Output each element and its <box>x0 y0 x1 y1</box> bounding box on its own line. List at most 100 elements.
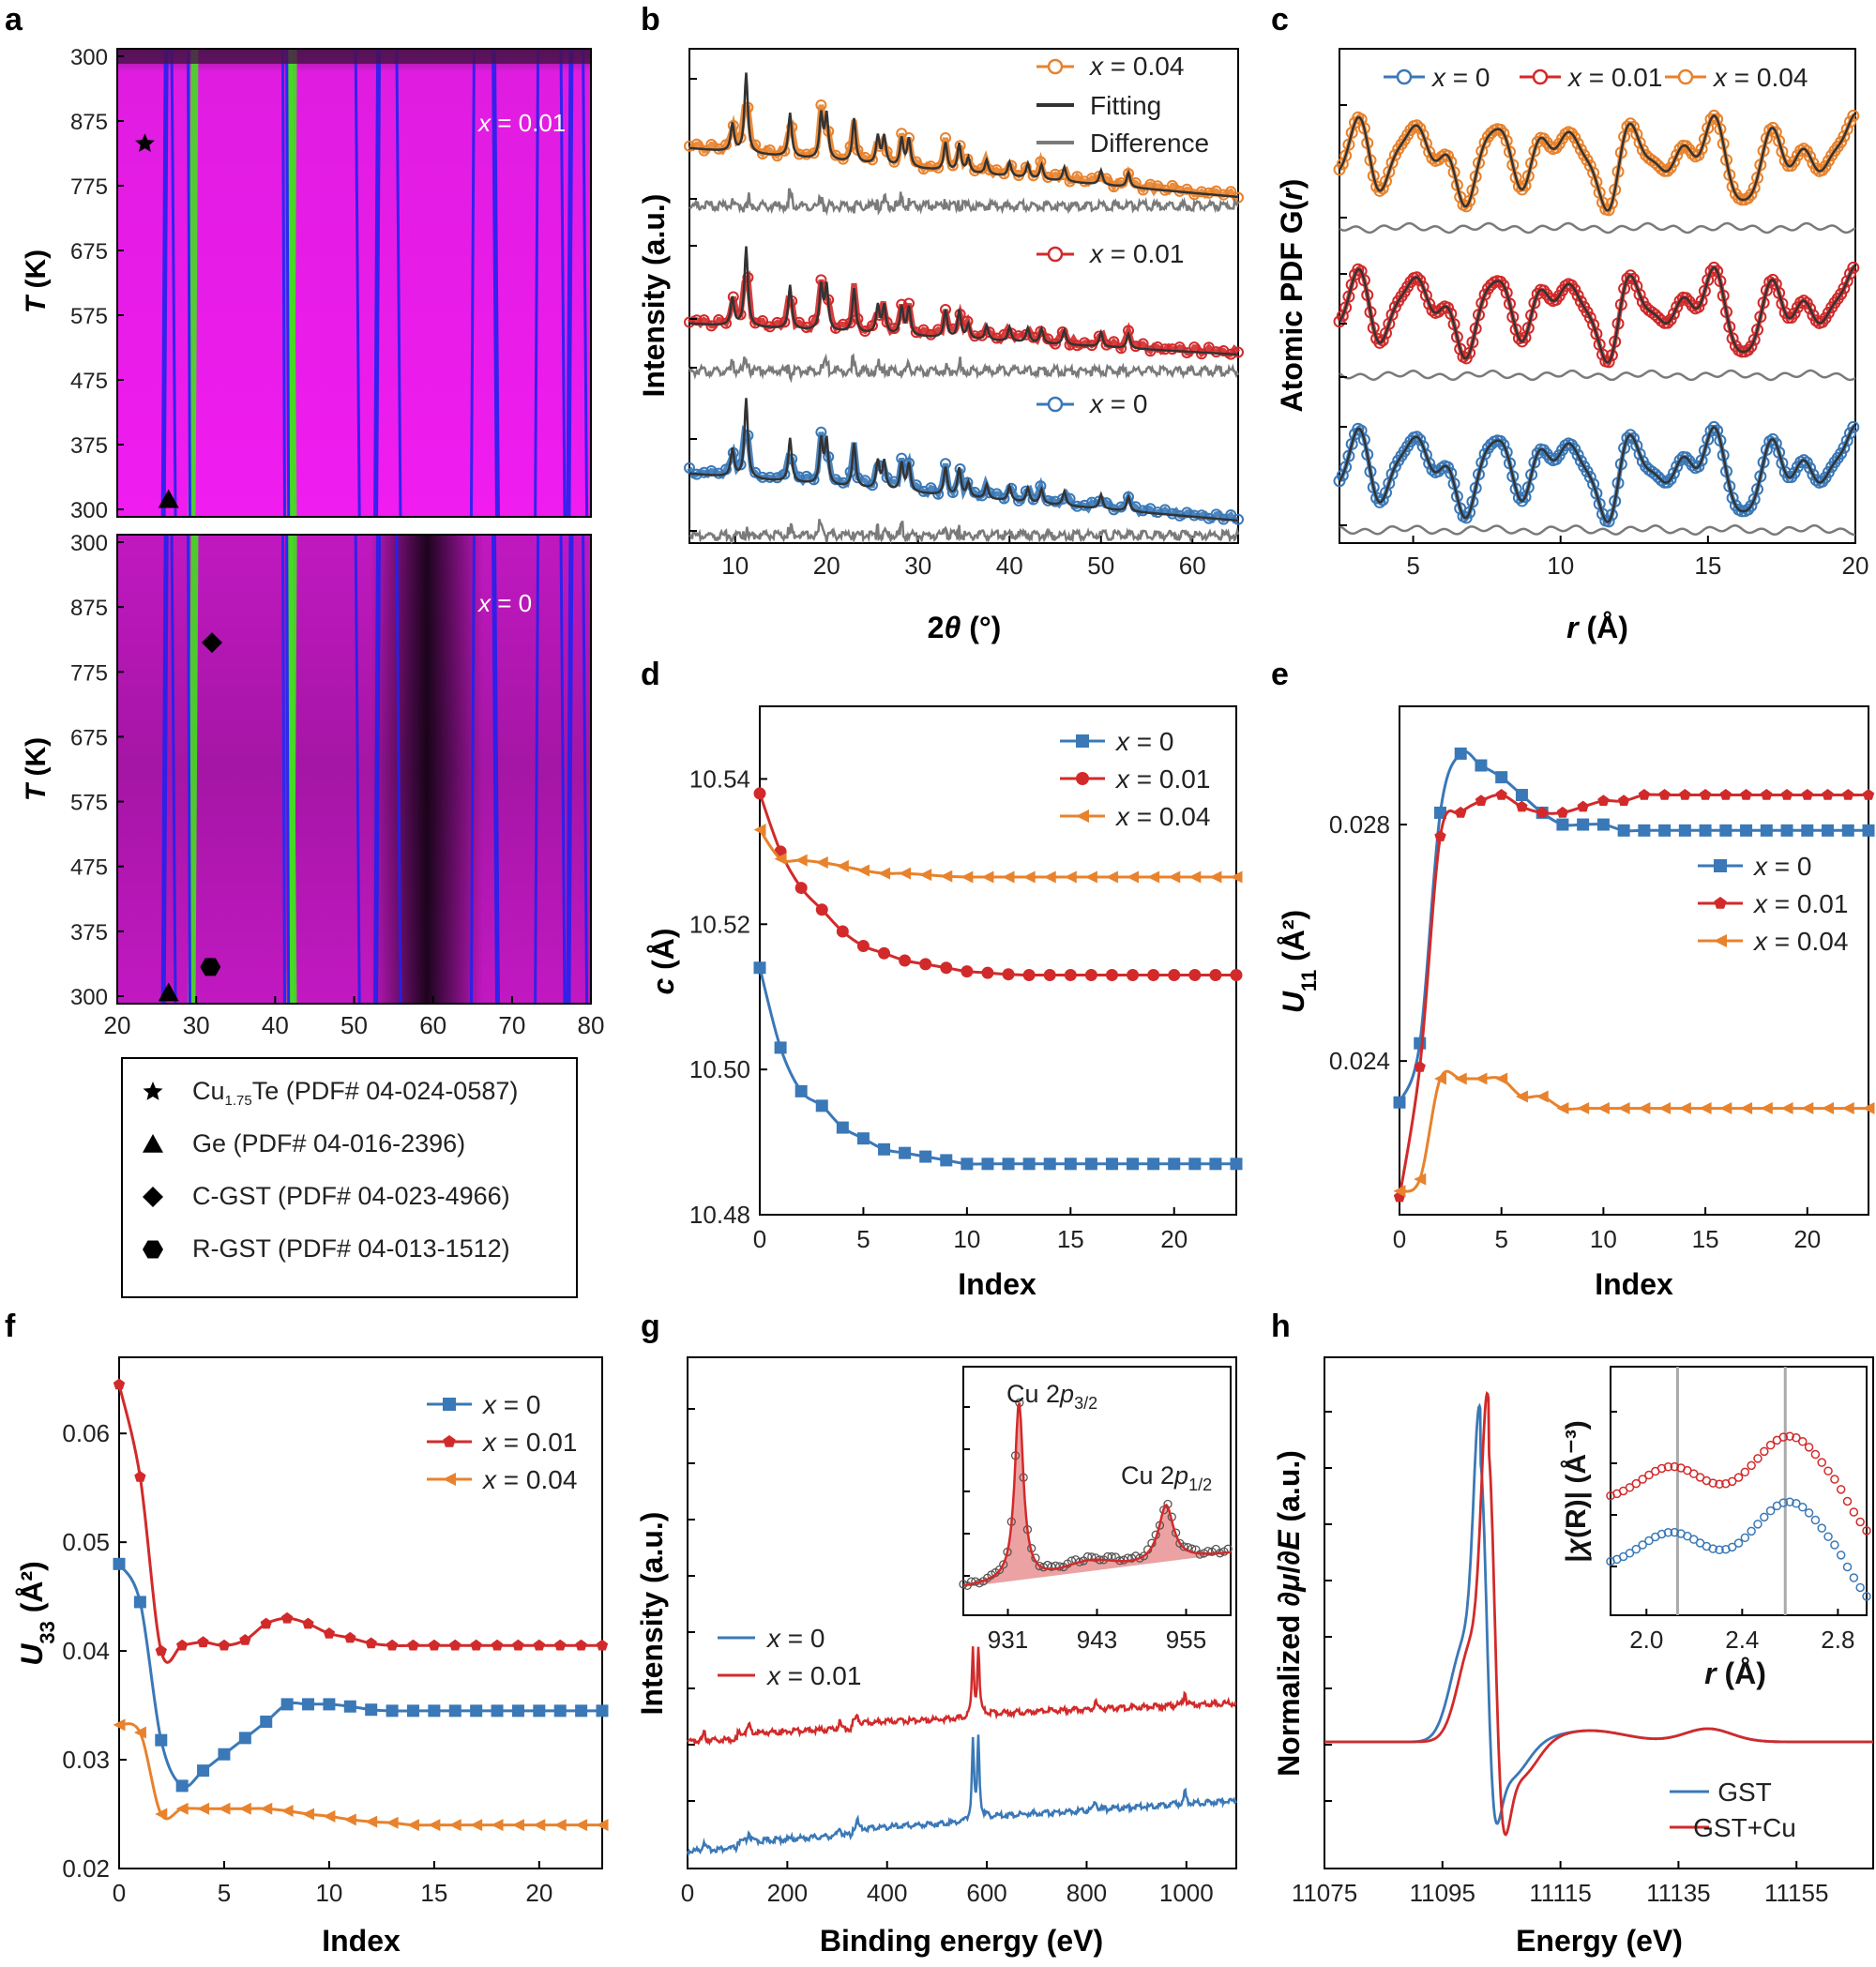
inset-observed-point <box>1091 1553 1100 1563</box>
inset-data-point <box>1778 1432 1789 1442</box>
data-point <box>133 1596 146 1609</box>
data-point <box>491 1704 504 1717</box>
inset-data-point <box>1830 1475 1839 1484</box>
y-tick-label: 10.52 <box>689 910 750 938</box>
x-tick-label: 10 <box>721 552 749 580</box>
legend-marker <box>1396 68 1413 85</box>
heatmap-bottom-lines <box>160 535 589 1004</box>
data-point <box>238 1732 251 1745</box>
legend-label-main: Cu <box>192 1077 225 1105</box>
legend-label: x = 0.01 <box>481 1428 577 1457</box>
data-point <box>961 1158 974 1171</box>
data-point <box>1617 824 1630 837</box>
panel-letter-b: b <box>641 2 660 38</box>
legend-label: R-GST (PDF# 04-013-1512) <box>192 1234 510 1263</box>
legend-value: = 0.01 <box>1767 889 1848 918</box>
inset-data-point <box>1798 1503 1808 1512</box>
data-point <box>575 1704 588 1717</box>
inset-data-point <box>1778 1498 1789 1507</box>
legend-var: x <box>1430 63 1446 92</box>
data-point <box>323 1698 336 1711</box>
data-point <box>1147 968 1160 981</box>
data-point <box>940 961 953 975</box>
series-line <box>117 1384 602 1664</box>
heatmap-top-label: x = 0.01 <box>477 109 566 137</box>
data-point <box>878 946 891 960</box>
fit-line <box>1338 265 1856 364</box>
x-tick-label: 0 <box>113 1879 126 1907</box>
inset-xlabel-unit: (Å) <box>1717 1657 1766 1690</box>
legend-label-sub: 1.75 <box>225 1093 252 1109</box>
x-tick-label: 30 <box>183 1011 210 1039</box>
y-tick-label: 300 <box>70 498 108 523</box>
y-tick-label: 300 <box>70 45 108 70</box>
observed-point <box>1664 473 1677 486</box>
data-point <box>218 1748 231 1761</box>
inset-data-point <box>1638 1540 1647 1550</box>
data-point <box>1495 1072 1508 1085</box>
observed-point <box>1649 308 1662 321</box>
panel-c-frame <box>1339 48 1856 544</box>
legend-label-main: C-GST (PDF# 04-023-4966) <box>192 1182 510 1210</box>
diffraction-line <box>559 535 567 1004</box>
data-point <box>1740 1102 1753 1115</box>
data-point <box>1556 806 1569 818</box>
inset-data-point <box>1792 1433 1801 1443</box>
data-point <box>1719 789 1732 800</box>
data-point <box>1761 789 1773 800</box>
inset-data-point <box>1715 1479 1724 1490</box>
y-tick-label: 675 <box>70 725 108 750</box>
x-tick-label: 11075 <box>1292 1879 1357 1907</box>
data-point <box>961 870 974 884</box>
x-tick-label: 10 <box>953 1225 980 1253</box>
inset-data-point <box>1670 1461 1679 1472</box>
data-point <box>386 1639 399 1651</box>
panel-f-ylabel: U33 (Å²) <box>15 1561 59 1666</box>
series-line <box>117 1563 602 1789</box>
panel-d-frame <box>759 705 1237 1216</box>
data-point <box>1780 1102 1793 1115</box>
panel-letter-f: f <box>5 1309 16 1344</box>
data-point <box>1084 1158 1097 1171</box>
data-point <box>919 869 932 882</box>
diffraction-line <box>170 49 177 517</box>
data-point <box>1064 968 1077 981</box>
diffraction-line-edge <box>186 535 191 1004</box>
peak-label-orbital: p <box>1173 1461 1188 1490</box>
legend-marker <box>1714 934 1727 947</box>
legend-value: = 0.01 <box>1581 63 1662 92</box>
data-point <box>1740 789 1752 800</box>
data-point <box>386 1816 399 1829</box>
inset-data-point <box>1855 1582 1865 1593</box>
data-point <box>428 1639 441 1651</box>
diffraction-line <box>395 49 402 517</box>
inset-data-point <box>1753 1454 1763 1463</box>
legend-var: x <box>1752 889 1768 918</box>
data-point <box>113 1378 126 1390</box>
diffraction-line <box>286 535 297 1004</box>
x-tick-label: 15 <box>420 1879 447 1907</box>
legend-value: = 0.04 <box>496 1465 577 1494</box>
heatmap-bottom-label: x = 0 <box>477 589 532 617</box>
data-point <box>1638 824 1651 837</box>
series-line <box>1399 1069 1868 1193</box>
data-point <box>596 1639 609 1651</box>
diffraction-line-edge <box>280 535 286 1004</box>
peak-label-subscript: 1/2 <box>1188 1475 1212 1494</box>
data-point <box>134 1471 146 1482</box>
data-point <box>302 1808 315 1821</box>
observed-point <box>1788 155 1801 168</box>
inset-data-point <box>1792 1499 1801 1508</box>
heatmap-top-ylabel: T (K) <box>21 250 52 313</box>
panel-letter-g: g <box>641 1309 660 1344</box>
y-tick-label: 0.04 <box>62 1637 110 1665</box>
y-tick-label: 10.54 <box>689 764 750 793</box>
panel-b-xlabel: 2θ (°) <box>928 611 1002 644</box>
legend-var: x <box>1752 852 1768 881</box>
data-point <box>175 1779 189 1793</box>
panel-letter-e: e <box>1271 657 1289 692</box>
